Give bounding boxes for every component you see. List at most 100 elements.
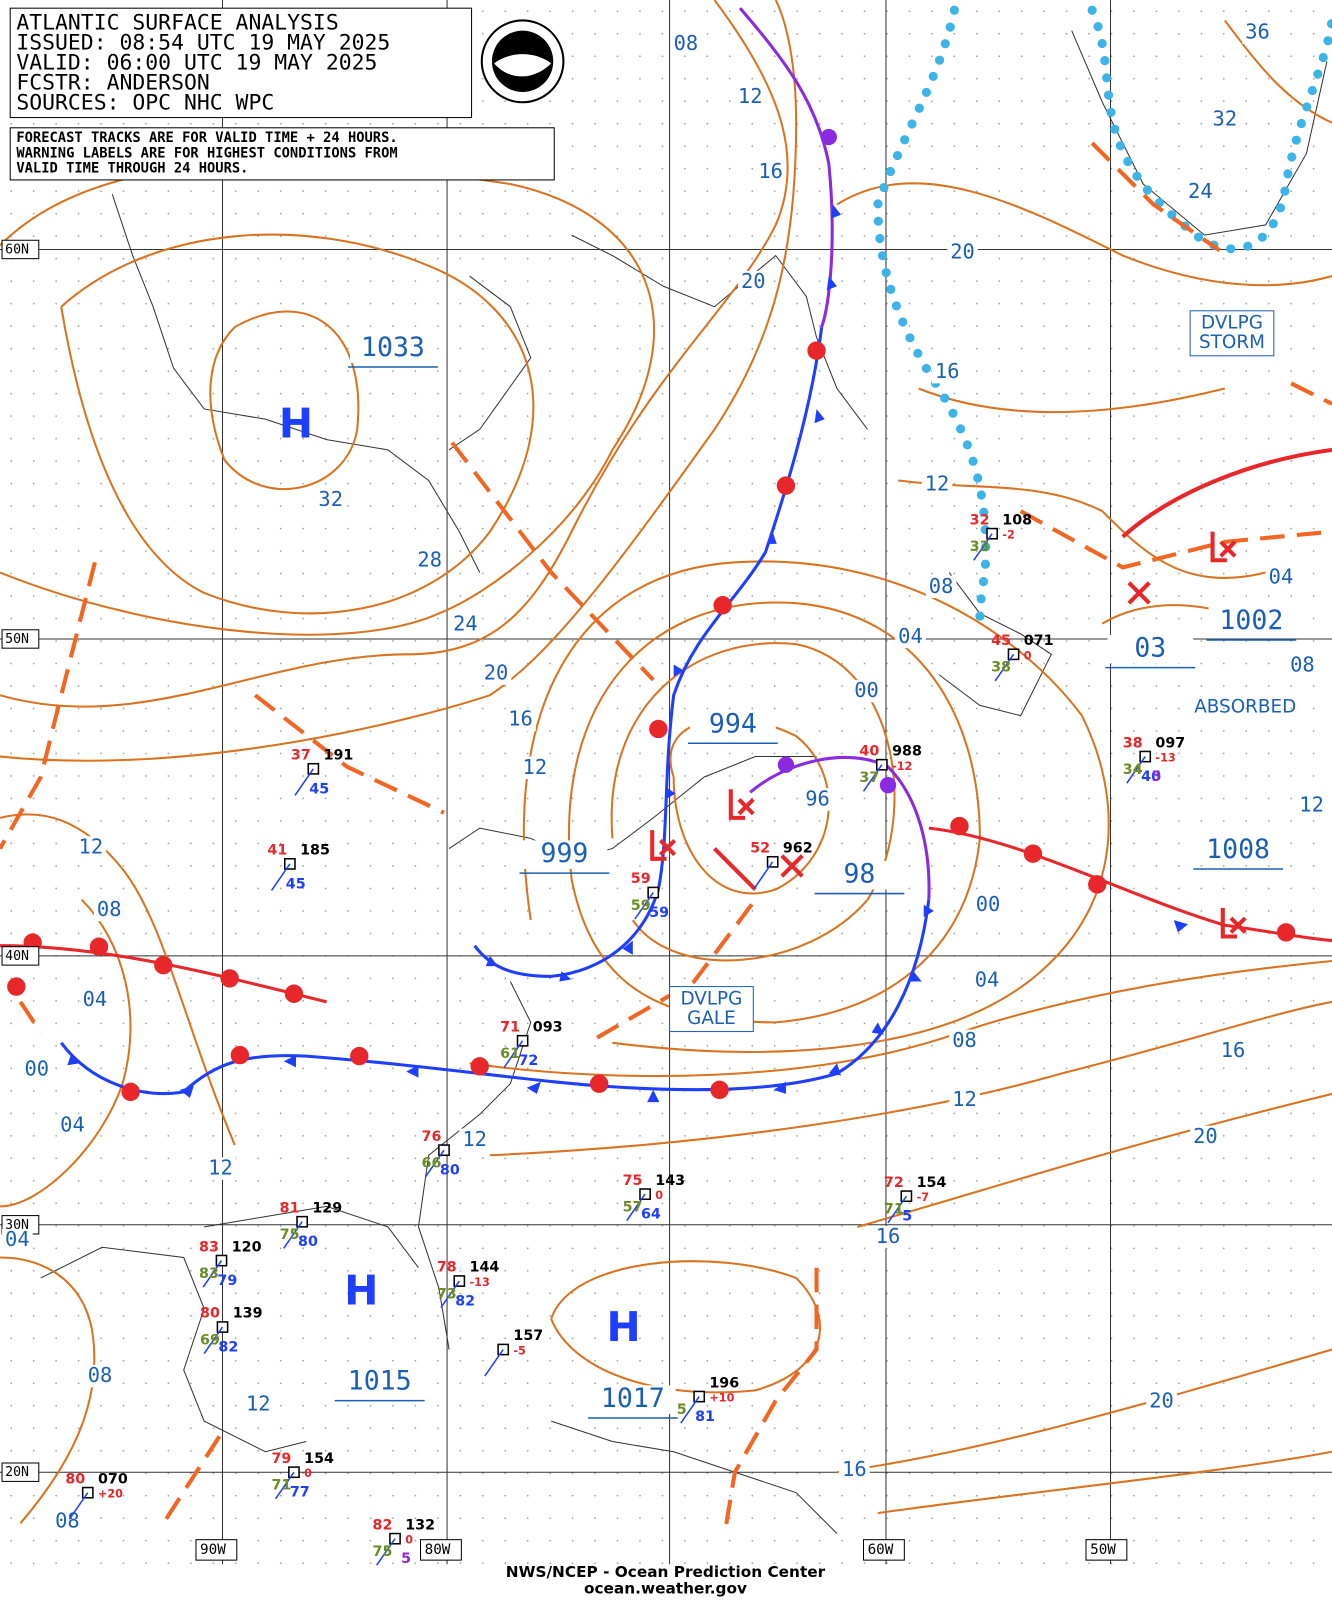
isobar-label-bg (734, 85, 766, 109)
center-pressure: 994 (709, 708, 757, 739)
station-dewpoint: 57 (623, 1199, 643, 1215)
wind-barb (270, 863, 291, 891)
isobar-label: 12 (1299, 793, 1324, 817)
station-wave: 79 (217, 1273, 237, 1289)
lon-label-box (862, 1539, 905, 1561)
isobar-label: 20 (484, 661, 509, 685)
isobar-label-bg (93, 898, 125, 922)
wind-barb (1126, 756, 1146, 784)
grid (0, 0, 1332, 1565)
warning-label: STORM (1199, 332, 1265, 353)
troughs (0, 141, 1332, 1534)
station-temp: 37 (291, 748, 311, 764)
high-symbol: H (344, 1266, 378, 1314)
station-pressure: 120 (232, 1239, 262, 1255)
station-symbol (307, 762, 320, 775)
notice-line: WARNING LABELS ARE FOR HIGHEST CONDITION… (16, 145, 397, 161)
isobar-label-bg (1185, 180, 1216, 204)
station-temp: 80 (200, 1306, 220, 1322)
header-line: SOURCES: OPC NHC WPC (16, 90, 274, 115)
lat-label-box (1, 629, 40, 649)
station-dewpoint: 33 (970, 539, 990, 555)
center-pressure: 1008 (1206, 834, 1270, 865)
isobar-label-bg (79, 988, 111, 1012)
wind-barb (626, 1193, 646, 1222)
station-temp: 41 (267, 843, 287, 859)
isobar-label-bg (851, 679, 882, 703)
station-dewpoint: 69 (200, 1332, 220, 1348)
isobar-label-bg (505, 708, 536, 731)
low-symbols (650, 531, 1247, 939)
isobar-label-bg (1209, 108, 1241, 131)
latitude-label: 40N (5, 949, 29, 964)
isobar-label-bg (931, 360, 963, 384)
noaa-logo (480, 19, 565, 104)
notice-box (9, 127, 555, 181)
isobar-label-bg (84, 1364, 116, 1388)
header-line: ISSUED: 08:54 UTC 19 MAY 2025 (16, 30, 390, 55)
isobar-label-bg (480, 662, 512, 685)
isobar-label: 08 (674, 31, 699, 55)
station-wave: 77 (290, 1485, 310, 1501)
center-bg (1208, 607, 1295, 636)
station-tendency: -13 (1155, 752, 1175, 765)
station-wave: 64 (641, 1207, 661, 1223)
station-dewpoint: 61 (500, 1046, 520, 1062)
isobar-label-bg (1146, 1390, 1177, 1413)
wind-barb (484, 1349, 504, 1377)
warning-label: GALE (687, 1008, 736, 1029)
footer-line: ocean.weather.gov (584, 1579, 747, 1597)
station-dewpoint: 59 (631, 898, 651, 914)
station-wave: 40 (1141, 769, 1161, 785)
station-pressure: 132 (405, 1517, 435, 1533)
station-tendency: -13 (470, 1276, 490, 1289)
latitude-label: 50N (5, 632, 29, 647)
isobar-label: 12 (208, 1156, 233, 1180)
ice-edge (1087, 5, 1332, 254)
wind-barb (503, 1040, 524, 1068)
station-dewpoint: 38 (991, 660, 1011, 676)
station-wave: 81 (695, 1409, 715, 1425)
wind-barb (862, 764, 883, 792)
isobar-label-bg (459, 1128, 490, 1152)
isobar-label-bg (802, 788, 833, 811)
isobar-label: 12 (246, 1392, 271, 1416)
isobar-label: 20 (741, 269, 766, 293)
isobar-label: 36 (1245, 20, 1270, 44)
station-pressure: 191 (324, 748, 354, 764)
isobar-label: 16 (508, 707, 533, 731)
isobar-label-bg (242, 1393, 274, 1416)
station-pressure: 144 (470, 1260, 500, 1276)
station-temp: 79 (272, 1451, 292, 1467)
isobar-label: 16 (1221, 1038, 1246, 1062)
station-dewpoint: 83 (199, 1266, 219, 1282)
station-wave: 45 (309, 781, 329, 797)
station-temp: 81 (280, 1200, 300, 1216)
isobar-label-bg (315, 488, 347, 512)
isobar-label-bg (1296, 794, 1327, 817)
isobar-label: 16 (935, 359, 960, 383)
station-tendency: -5 (513, 1345, 526, 1358)
longitude-label: 50W (1090, 1542, 1116, 1558)
isobar-label-bg (949, 1088, 980, 1112)
station-wave: 5 (902, 1209, 912, 1225)
isobar-label: 04 (60, 1113, 85, 1137)
station-tendency: +20 (98, 1488, 123, 1501)
isobar-label: 32 (318, 487, 343, 511)
center-bg (1195, 836, 1281, 865)
isobar-label-bg (414, 549, 446, 572)
latitude-label: 60N (5, 242, 29, 257)
station-tendency: -7 (917, 1191, 929, 1204)
wind-barb (994, 653, 1015, 682)
footer-line: NWS/NCEP - Ocean Prediction Center (506, 1563, 826, 1581)
station-symbol (516, 1034, 529, 1047)
isobar-label-bg (872, 1225, 904, 1249)
isobar-label-bg (895, 625, 926, 649)
warning-label: ABSORBED (1194, 696, 1296, 717)
wind-barb (68, 1492, 89, 1520)
station-tendency: -12 (892, 760, 912, 773)
isobar-label-bg (21, 1058, 53, 1081)
station-pressure: 143 (655, 1173, 685, 1189)
station-temp: 38 (1123, 735, 1143, 751)
station-symbol (453, 1275, 466, 1287)
